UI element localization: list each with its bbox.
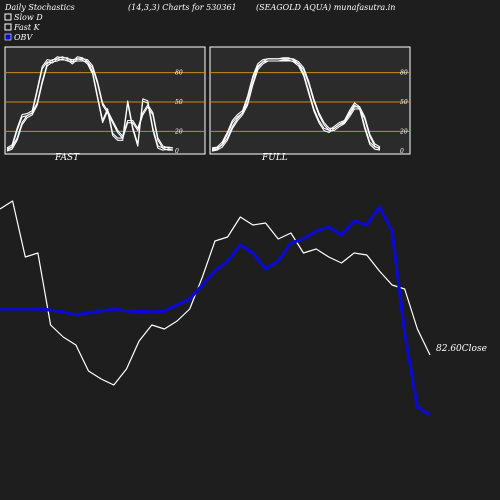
full-tick-80: 80 (400, 70, 408, 77)
stoch-panel-fast: 80 50 20 0 (4, 46, 206, 155)
legend: Slow D Fast K OBV (4, 13, 43, 42)
full-tick-0: 0 (400, 148, 404, 155)
stoch-panel-full: 80 50 20 0 (209, 46, 411, 155)
fast-tick-20: 20 (174, 128, 183, 135)
legend-item-obv: OBV (4, 33, 33, 42)
panel-label-full: FULL (261, 153, 288, 163)
full-series-slow-d-line-2 (211, 60, 381, 152)
legend-item-slow-d: Slow D (4, 13, 43, 22)
panel-label-fast: FAST (54, 153, 80, 163)
chart-header-left: Daily Stochastics (4, 3, 75, 12)
close-price-label: 82.60Close (436, 344, 487, 354)
full-series-fast-k-line-1 (211, 57, 381, 149)
fast-series-slow-d-line-2 (6, 58, 173, 152)
chart-header-params: (14,3,3) Charts for 530361 (128, 3, 237, 12)
close-price-line (0, 200, 431, 386)
legend-label-slow-d: Slow D (14, 13, 43, 22)
fast-tick-0: 0 (175, 148, 179, 155)
full-tick-20: 20 (399, 128, 408, 135)
full-series-slow-d-line-1 (211, 58, 381, 150)
legend-label-obv: OBV (14, 33, 33, 42)
legend-item-fast-k: Fast K (4, 23, 41, 32)
obv-line (0, 205, 431, 417)
legend-swatch-fast-k (4, 23, 12, 31)
legend-swatch-obv (4, 33, 12, 41)
legend-swatch-slow-d (4, 13, 12, 21)
fast-series-fast-k-line-2 (6, 58, 174, 151)
full-frame (209, 46, 411, 155)
legend-label-fast-k: Fast K (13, 23, 41, 32)
full-tick-50: 50 (400, 99, 408, 106)
chart-header-right: (SEAGOLD AQUA) munafasutra.in (256, 3, 395, 12)
fast-series-slow-d-line-1 (6, 56, 173, 150)
fast-tick-80: 80 (175, 70, 183, 77)
price-obv-panel (0, 200, 431, 417)
fast-tick-50: 50 (175, 99, 183, 106)
